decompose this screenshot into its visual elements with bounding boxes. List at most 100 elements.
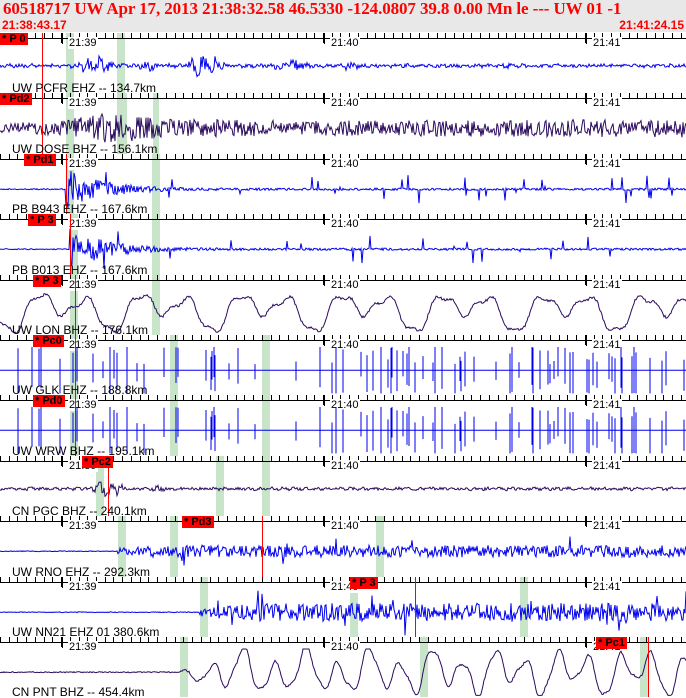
- channel-label-pgc[interactable]: CN PGC BHZ -- 240.1km: [12, 504, 147, 519]
- channel-label-glk[interactable]: UW GLK EHZ -- 188.8km: [12, 383, 148, 398]
- axis-tick-major: [323, 153, 324, 164]
- axis-tick-minor: [533, 516, 534, 522]
- axis-tick-minor: [594, 274, 595, 280]
- pick-label[interactable]: * Pc1: [596, 637, 627, 649]
- axis-tick-minor: [210, 637, 211, 642]
- trace-row[interactable]: 21:39 21:40 21:41 * Pd1: [0, 153, 686, 215]
- pick-marker-line[interactable]: [75, 274, 76, 335]
- pick-label[interactable]: * P 0: [0, 33, 28, 45]
- axis-tick-minor: [279, 274, 280, 280]
- pick-label[interactable]: * Pd0: [33, 395, 65, 408]
- axis-tick-minor: [218, 516, 219, 522]
- trace-row[interactable]: 21:39 21:40 21:41 * Pc0: [0, 335, 686, 396]
- pick-marker-line[interactable]: [262, 516, 263, 577]
- axis-tick-minor: [262, 93, 263, 99]
- time-axis: 21:39 21:40 21:41: [0, 93, 686, 110]
- axis-tick-minor: [402, 455, 403, 461]
- axis-tick-minor: [113, 274, 114, 280]
- channel-label-b943[interactable]: PB B943 EHZ -- 167.6km: [12, 202, 148, 217]
- trace-row[interactable]: 21:39 21:40 21:41 * P 0: [0, 33, 686, 94]
- trace-row[interactable]: 21:39 21:40 21:41 * Pd2: [0, 93, 686, 154]
- axis-tick-minor: [393, 455, 394, 461]
- axis-tick-minor: [533, 335, 534, 340]
- pick-marker-line[interactable]: [415, 576, 416, 637]
- axis-tick-minor: [454, 214, 455, 220]
- axis-tick-minor: [663, 33, 664, 38]
- channel-label-pnt[interactable]: CN PNT BHZ -- 454.4km: [12, 685, 145, 698]
- channel-label-rno[interactable]: UW RNO EHZ -- 292.3km: [12, 564, 151, 579]
- axis-tick-minor: [288, 516, 289, 522]
- axis-tick-minor: [515, 335, 516, 340]
- trace-row[interactable]: 21:39 21:40 21:41 * P 3: [0, 576, 686, 637]
- axis-tick-minor: [87, 33, 88, 38]
- highlight-band: [70, 274, 78, 335]
- axis-tick-minor: [489, 93, 490, 99]
- pick-label[interactable]: * Pc0: [33, 335, 64, 347]
- trace-row[interactable]: 21:39 21:40 21:41 * Pd0: [0, 395, 686, 456]
- axis-tick-minor: [506, 153, 507, 159]
- axis-tick-minor: [271, 153, 272, 159]
- axis-tick-minor: [646, 93, 647, 99]
- axis-tick-minor: [646, 455, 647, 461]
- axis-tick-minor: [655, 576, 656, 582]
- axis-tick-minor: [148, 335, 149, 340]
- axis-tick-minor: [384, 637, 385, 642]
- axis-tick-minor: [463, 214, 464, 220]
- pick-marker-line[interactable]: [108, 455, 109, 517]
- axis-tick-minor: [471, 274, 472, 280]
- pick-marker-line[interactable]: [42, 33, 43, 94]
- axis-tick-minor: [253, 576, 254, 582]
- pick-marker-line[interactable]: [70, 214, 71, 275]
- pick-label[interactable]: * P 3: [28, 214, 56, 227]
- pick-marker-line[interactable]: [75, 395, 76, 456]
- axis-tick-minor: [524, 153, 525, 159]
- pick-marker-line[interactable]: [66, 153, 67, 215]
- pick-label[interactable]: * Pd1: [24, 153, 56, 166]
- channel-label-lon[interactable]: UW LON BHZ -- 176.1km: [12, 323, 149, 337]
- pick-label[interactable]: * Pc2: [82, 455, 113, 468]
- pick-label[interactable]: * P 3: [350, 576, 378, 589]
- pick-marker-line[interactable]: [42, 93, 43, 154]
- axis-tick-minor: [140, 395, 141, 401]
- axis-tick-minor: [279, 93, 280, 99]
- axis-tick-minor: [524, 637, 525, 642]
- trace-row[interactable]: 21:39 21:40 21:41 * P 3: [0, 214, 686, 275]
- channel-label-wrw[interactable]: UW WRW BHZ -- 195.1km: [12, 443, 155, 458]
- pick-label[interactable]: * Pd3: [182, 516, 214, 529]
- axis-tick-major: [324, 395, 325, 407]
- axis-tick-minor: [0, 516, 1, 522]
- trace-row[interactable]: 21:39 21:40 21:41 * Pd3: [0, 516, 686, 577]
- axis-tick-minor: [262, 335, 263, 340]
- waveform: [0, 112, 686, 143]
- trace-row[interactable]: 21:39 21:40 21:41 * P 3: [0, 274, 686, 335]
- axis-tick-minor: [489, 335, 490, 340]
- pick-marker-line[interactable]: [75, 335, 76, 396]
- axis-tick-minor: [541, 576, 542, 582]
- axis-tick-minor: [148, 33, 149, 38]
- channel-label-dose[interactable]: UW DOSE BHZ -- 156.1km: [12, 141, 158, 156]
- axis-tick-minor: [454, 637, 455, 642]
- axis-tick-minor: [131, 214, 132, 220]
- channel-label-pcfr[interactable]: UW PCFR EHZ -- 134.7km: [12, 81, 157, 96]
- axis-tick-minor: [175, 153, 176, 159]
- axis-tick-minor: [445, 576, 446, 582]
- pick-label[interactable]: * Pd2: [0, 93, 32, 106]
- axis-tick-minor: [646, 274, 647, 280]
- axis-tick-minor: [131, 395, 132, 401]
- axis-tick-minor: [340, 274, 341, 280]
- axis-tick-minor: [402, 335, 403, 340]
- axis-tick-minor: [663, 637, 664, 642]
- axis-tick-major: [585, 33, 586, 43]
- axis-tick-minor: [672, 637, 673, 642]
- pick-marker-line[interactable]: [648, 637, 649, 698]
- channel-label-b013[interactable]: PB B013 EHZ -- 167.6km: [12, 262, 148, 277]
- axis-tick-minor: [646, 576, 647, 582]
- channel-label-nn21[interactable]: UW NN21 EHZ 01 380.6km: [12, 625, 160, 639]
- axis-tick-minor: [463, 395, 464, 401]
- axis-tick-minor: [279, 395, 280, 401]
- waveform: [0, 407, 686, 454]
- pick-label[interactable]: * P 3: [33, 274, 61, 287]
- axis-tick-major: [62, 33, 63, 44]
